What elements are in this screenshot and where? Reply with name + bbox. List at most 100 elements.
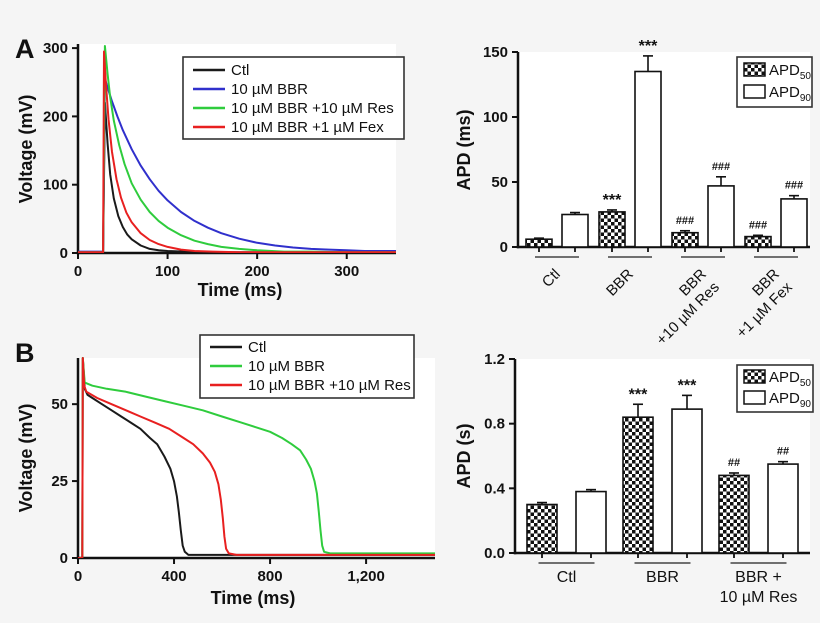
panel-a-label: A <box>15 34 35 64</box>
legend-swatch <box>743 84 766 99</box>
significance-label: *** <box>629 386 648 403</box>
significance-label: ### <box>749 219 767 231</box>
y-tick-label: 50 <box>491 174 508 191</box>
legend: Ctl 10 µM BBR 10 µM BBR +10 µM Res 10 µM BB… <box>182 56 405 140</box>
bar-apd90 <box>634 70 662 248</box>
y-tick-label: 0 <box>60 245 68 262</box>
bar-apd50 <box>598 211 626 248</box>
significance-label: ### <box>712 161 730 173</box>
y-tick-label: 150 <box>483 44 508 61</box>
legend-label: APD50 <box>769 62 811 82</box>
bar-group: ### <box>707 161 735 252</box>
legend-item: APD50 <box>743 369 811 389</box>
legend-item: APD90 <box>743 390 811 410</box>
legend-swatch <box>743 390 766 405</box>
bar-group <box>575 488 607 558</box>
category-label: Ctl <box>539 266 564 291</box>
category-label: 10 µM Res <box>720 589 798 606</box>
legend-item: 10 µM BBR <box>210 358 325 375</box>
significance-label: *** <box>639 38 658 55</box>
bar-apd90 <box>707 185 735 248</box>
significance-label: *** <box>603 192 622 209</box>
panel-b-bar-chart: 0.0 0.4 0.8 1.2 APD (s) Ctl *** *** BBR ## ## BBR +… <box>450 320 820 620</box>
significance-label: ## <box>728 457 740 469</box>
panel-b-line-chart: 0 400 800 1,200 0 25 50 Time (ms) Voltage (mV) Ct… <box>10 320 460 618</box>
legend-label: 10 µM BBR +10 µM Res <box>248 377 411 394</box>
legend-item: 10 µM BBR <box>193 81 308 98</box>
legend-label: 10 µM BBR +10 µM Res <box>231 100 394 117</box>
bar-apd50 <box>525 238 553 248</box>
y-tick-label: 1.2 <box>484 351 505 368</box>
legend-label: 10 µM BBR <box>248 358 325 375</box>
panel-a-bar-chart: 0 50 100 150 APD (ms) Ctl *** *** BBR ### ### BBR +1… <box>450 12 820 349</box>
legend-label: Ctl <box>231 62 249 79</box>
bar-group: ### <box>780 180 808 252</box>
bar-group <box>561 211 589 252</box>
significance-label: ### <box>676 215 694 227</box>
bar-group: ## <box>718 457 750 558</box>
category-label: Ctl <box>557 569 577 586</box>
legend-item: 10 µM BBR +10 µM Res <box>210 377 411 394</box>
legend-item: Ctl <box>193 62 249 79</box>
y-tick-label: 100 <box>483 109 508 126</box>
y-tick-label: 50 <box>51 396 68 413</box>
y-tick-label: 0.0 <box>484 545 505 562</box>
bar-apd50 <box>671 231 699 248</box>
legend-swatch <box>743 369 766 384</box>
series-line-10-m-bbr <box>78 77 396 253</box>
legend-item: Ctl <box>210 339 266 356</box>
category-label: BBR <box>646 569 679 586</box>
category-label: BBR + <box>735 569 782 586</box>
legend-swatch <box>743 62 766 77</box>
bar-apd90 <box>561 213 589 248</box>
bar-apd90 <box>780 198 808 248</box>
bar-apd50 <box>718 474 750 554</box>
y-tick-label: 0.4 <box>484 480 506 497</box>
bar-group <box>526 501 558 558</box>
legend-item: APD90 <box>743 84 811 104</box>
legend-item: 10 µM BBR +10 µM Res <box>193 100 394 117</box>
y-tick-label: 0 <box>60 550 68 567</box>
bar-apd50 <box>526 503 558 554</box>
legend-item: APD50 <box>743 62 811 82</box>
y-axis-title: APD (ms) <box>454 109 474 190</box>
legend-label: APD90 <box>769 84 811 104</box>
y-tick-label: 100 <box>43 177 68 194</box>
y-tick-label: 300 <box>43 40 68 57</box>
legend: Ctl 10 µM BBR 10 µM BBR +10 µM Res <box>199 334 415 399</box>
bar-group: ## <box>767 446 799 558</box>
y-tick-label: 200 <box>43 108 68 125</box>
significance-label: *** <box>678 377 697 394</box>
bar-apd90 <box>671 408 703 554</box>
bar-apd50 <box>744 235 772 248</box>
legend-label: 10 µM BBR +1 µM Fex <box>231 119 384 136</box>
x-tick-label: 1,200 <box>347 568 385 585</box>
bar-apd90 <box>575 490 607 554</box>
x-tick-label: 0 <box>74 263 82 280</box>
panel-a-line-chart: 0 100 200 300 0 100 200 300 Time (ms) Voltage (mV… <box>10 15 450 315</box>
bar-group: *** <box>598 192 626 252</box>
series-line-10-m-bbr-1-m-fex <box>78 50 396 253</box>
y-tick-label: 0.8 <box>484 416 505 433</box>
line-chart-svg: 0 100 200 300 0 100 200 300 Time (ms) Voltage (mV… <box>16 40 405 300</box>
bar-group: ### <box>671 215 699 252</box>
bar-group: *** <box>634 38 662 252</box>
x-tick-label: 200 <box>245 263 270 280</box>
y-axis-title: Voltage (mV) <box>16 95 36 204</box>
bar-group: *** <box>671 377 703 558</box>
y-tick-label: 25 <box>51 473 68 490</box>
y-axis-title: APD (s) <box>454 423 474 488</box>
series-line-10-m-bbr-10-m-res <box>78 357 435 558</box>
significance-label: ## <box>777 446 789 458</box>
y-axis-title: Voltage (mV) <box>16 404 36 513</box>
panel-b-label: B <box>15 338 35 368</box>
x-tick-label: 100 <box>155 263 180 280</box>
line-chart-svg: 0 400 800 1,200 0 25 50 Time (ms) Voltage (mV) Ct… <box>16 334 435 608</box>
significance-label: ### <box>785 180 803 192</box>
x-tick-label: 300 <box>334 263 359 280</box>
bar-group <box>525 237 553 252</box>
legend-item: 10 µM BBR +1 µM Fex <box>193 119 384 136</box>
